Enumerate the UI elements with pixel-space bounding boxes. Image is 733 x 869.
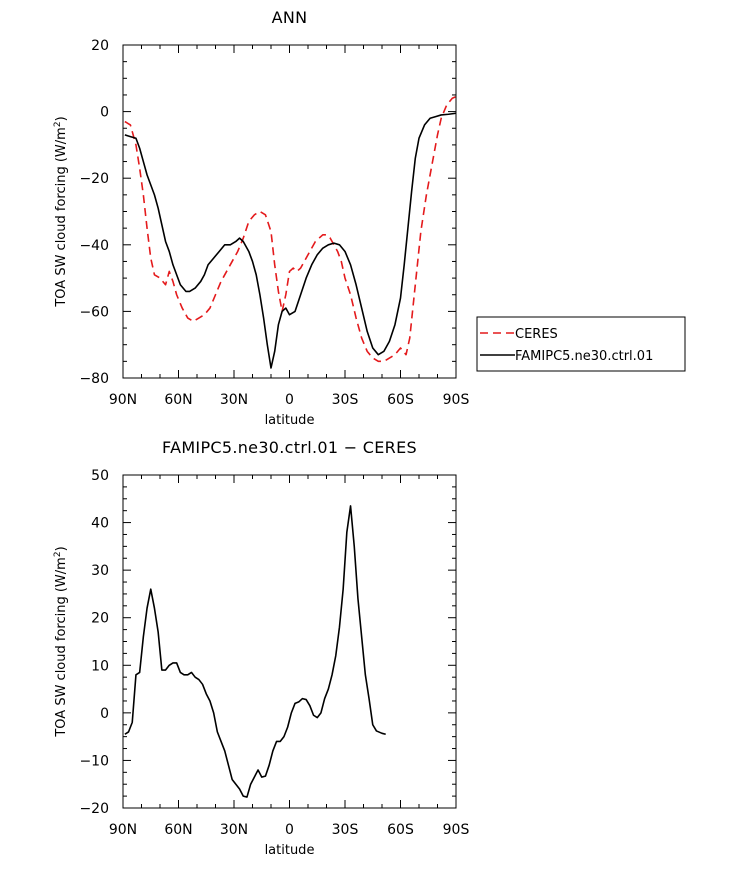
y-tick-label: −40	[79, 238, 109, 254]
y-axis-label-superscript: 2	[53, 121, 63, 127]
plot-frame	[122, 44, 457, 379]
x-tick-label: 90N	[109, 392, 137, 408]
y-axis-label-main: TOA SW cloud forcing (W/m	[54, 557, 69, 738]
y-axis-label-end: )	[54, 546, 69, 551]
x-tick-label: 60S	[387, 822, 414, 838]
x-tick-label: 0	[285, 822, 294, 838]
x-tick-label: 90N	[109, 822, 137, 838]
y-tick-label: −20	[79, 801, 109, 817]
y-tick-label: −10	[79, 753, 109, 769]
x-axis-label: latitude	[265, 413, 315, 428]
y-tick-label: 50	[91, 468, 109, 484]
chart-title: FAMIPC5.ne30.ctrl.01 − CERES	[162, 438, 417, 457]
x-tick-label: 30N	[220, 392, 248, 408]
y-tick-label: 40	[91, 516, 109, 532]
y-tick-label: 30	[91, 563, 109, 579]
y-axis-label: TOA SW cloud forcing (W/m2)	[53, 116, 69, 307]
series-line-ceres	[124, 95, 457, 363]
y-axis-label: TOA SW cloud forcing (W/m2)	[53, 546, 69, 737]
plot-frame	[122, 474, 457, 809]
x-axis-label: latitude	[265, 843, 315, 858]
y-axis-label-superscript: 2	[53, 551, 63, 557]
y-tick-label: 20	[91, 38, 109, 54]
top-panel-ann: ANN 90N 60N 30N 0 30S 60S 90S 20 0 −20 −40 −60 −80 lat…	[53, 8, 686, 428]
x-tick-label: 60N	[164, 392, 192, 408]
chart-title: ANN	[272, 8, 308, 27]
x-tick-label: 0	[285, 392, 294, 408]
y-tick-label: 20	[91, 611, 109, 627]
y-tick-label: 10	[91, 658, 109, 674]
x-tick-label: 60S	[387, 392, 414, 408]
y-tick-label: −20	[79, 171, 109, 187]
x-tick-label: 90S	[443, 392, 470, 408]
series-line-famipc5-ne30-ctrl-01	[124, 112, 457, 369]
legend-label: CERES	[515, 327, 558, 342]
x-tick-label: 30S	[332, 822, 359, 838]
series-line-difference	[124, 505, 386, 798]
y-tick-label: 0	[100, 706, 109, 722]
x-tick-label: 90S	[443, 822, 470, 838]
x-tick-label: 60N	[164, 822, 192, 838]
legend-box	[476, 316, 686, 372]
x-tick-label: 30S	[332, 392, 359, 408]
y-tick-label: −60	[79, 304, 109, 320]
legend-label: FAMIPC5.ne30.ctrl.01	[515, 349, 653, 364]
x-tick-label: 30N	[220, 822, 248, 838]
bottom-panel-difference: FAMIPC5.ne30.ctrl.01 − CERES 90N 60N 30N 0 30…	[53, 438, 469, 858]
y-axis-label-main: TOA SW cloud forcing (W/m	[54, 127, 69, 308]
y-axis-label-end: )	[54, 116, 69, 121]
y-tick-label: 0	[100, 105, 109, 121]
y-tick-label: −80	[79, 371, 109, 387]
